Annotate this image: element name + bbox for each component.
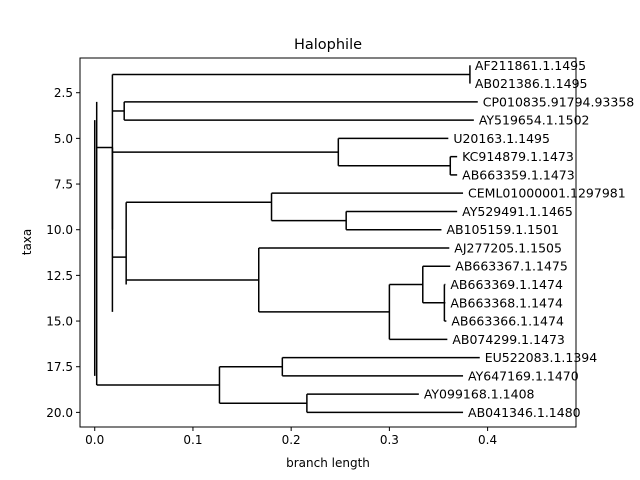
- leaf-label: AB663366.1.1474: [451, 314, 564, 329]
- y-tick-label: 17.5: [46, 360, 73, 374]
- x-tick-label: 0.3: [380, 433, 399, 447]
- leaf-label: AB074299.1.1473: [452, 332, 565, 347]
- leaf-label: AB663359.1.1473: [462, 167, 575, 182]
- leaf-label: KC914879.1.1473: [462, 149, 574, 164]
- y-axis-label: taxa: [20, 229, 34, 256]
- leaf-label: AB021386.1.1495: [475, 76, 588, 91]
- x-axis-label: branch length: [286, 456, 370, 470]
- x-tick-label: 0.1: [183, 433, 202, 447]
- x-tick-label: 0.0: [85, 433, 104, 447]
- leaf-label: AY647169.1.1470: [468, 368, 579, 383]
- x-tick-label: 0.2: [282, 433, 301, 447]
- y-tick-label: 10.0: [46, 223, 73, 237]
- chart-title: Halophile: [294, 37, 362, 53]
- leaf-label: U20163.1.1495: [453, 131, 550, 146]
- y-tick-label: 15.0: [46, 315, 73, 329]
- leaf-label: CP010835.91794.93358: [483, 94, 635, 109]
- leaf-label: AB041346.1.1480: [468, 405, 581, 420]
- leaf-label: AJ277205.1.1505: [454, 240, 562, 255]
- leaf-label: AY519654.1.1502: [479, 113, 590, 128]
- leaf-label: AB105159.1.1501: [446, 222, 559, 237]
- leaf-label: AY099168.1.1408: [424, 387, 535, 402]
- leaf-label: EU522083.1.1394: [485, 350, 598, 365]
- y-tick-label: 12.5: [46, 269, 73, 283]
- y-tick-label: 7.5: [54, 178, 73, 192]
- y-tick-label: 2.5: [54, 86, 73, 100]
- leaf-label: AB663368.1.1474: [450, 295, 563, 310]
- x-axis: 0.0 0.1 0.2 0.3 0.4: [85, 427, 497, 447]
- y-tick-label: 20.0: [46, 406, 73, 420]
- leaf-label: AB663369.1.1474: [450, 277, 563, 292]
- y-tick-label: 5.0: [54, 132, 73, 146]
- leaf-label: CEML01000001.1297981: [468, 186, 626, 201]
- branches-layer: [93, 65, 480, 414]
- y-axis: 2.5 5.0 7.5 10.0 12.5 15.0 17.5 20.0: [46, 86, 80, 420]
- x-tick-label: 0.4: [478, 433, 497, 447]
- leaf-label: AY529491.1.1465: [462, 204, 573, 219]
- leaf-label: AF211861.1.1495: [475, 58, 586, 73]
- leaf-labels-layer: AF211861.1.1495 AB021386.1.1495 CP010835.9…: [424, 58, 634, 420]
- leaf-label: AB663367.1.1475: [455, 259, 568, 274]
- plot-frame: [79, 57, 577, 428]
